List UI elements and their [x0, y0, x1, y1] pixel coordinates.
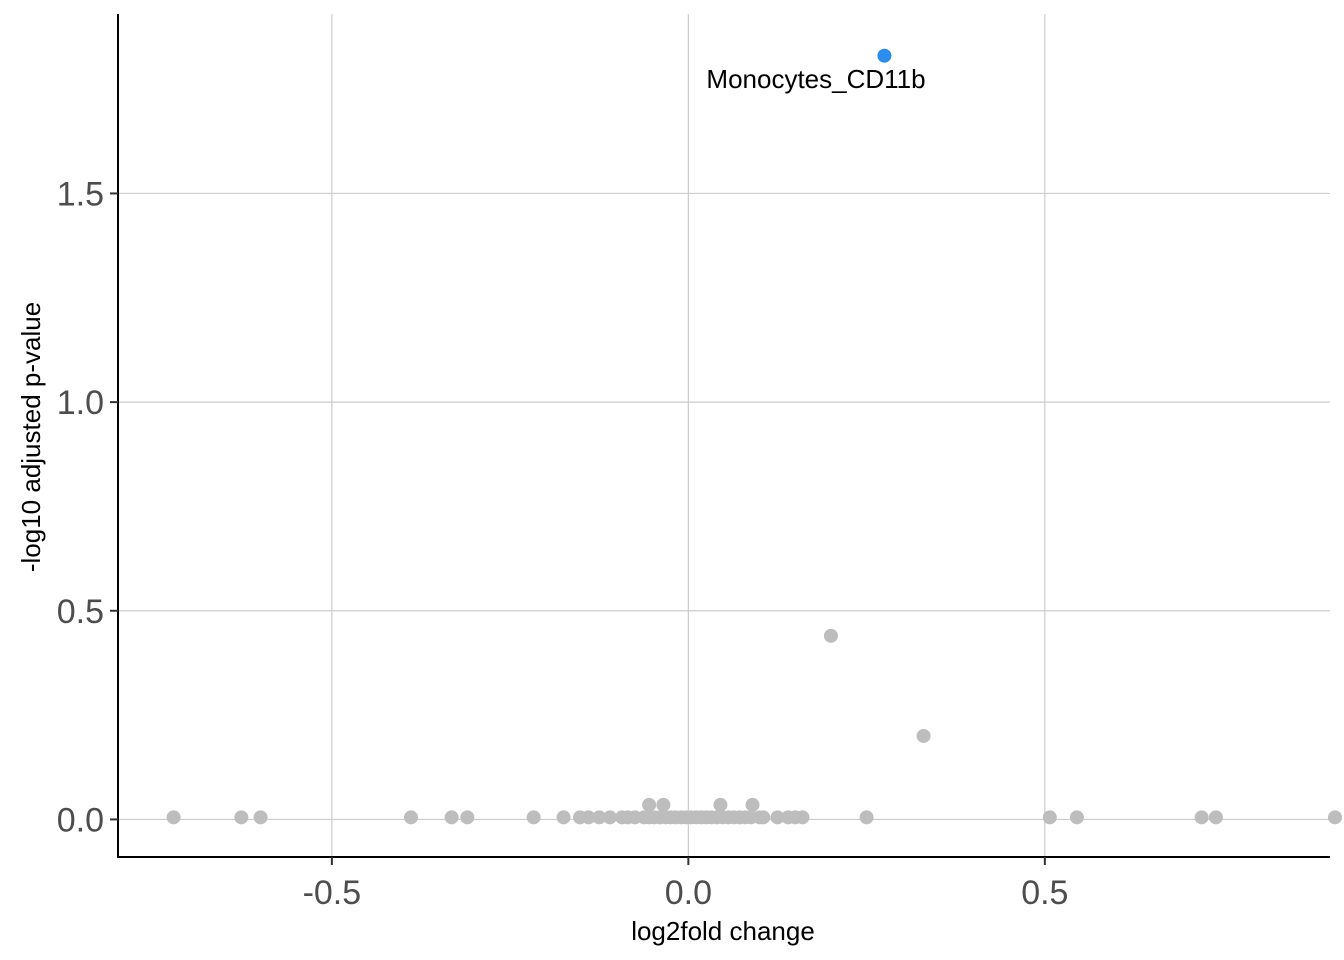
- data-point: [460, 810, 475, 825]
- data-point: [656, 797, 671, 812]
- data-point: [581, 810, 596, 825]
- x-tick-label: 0.0: [665, 874, 712, 912]
- data-point: [713, 797, 728, 812]
- data-point: [444, 810, 459, 825]
- data-point: [1194, 810, 1209, 825]
- data-point: [745, 797, 760, 812]
- data-point: [642, 797, 657, 812]
- data-point: [404, 810, 419, 825]
- data-points: [166, 48, 1342, 825]
- data-point: [756, 810, 771, 825]
- data-point: [770, 810, 785, 825]
- data-point: [602, 810, 617, 825]
- data-point: [795, 810, 810, 825]
- data-point: [592, 810, 607, 825]
- y-tick-label: 1.5: [57, 175, 104, 213]
- y-tick-label: 0.5: [57, 593, 104, 631]
- y-axis-title: -log10 adjusted p-value: [16, 302, 46, 572]
- data-point: [1208, 810, 1223, 825]
- data-point: [166, 810, 181, 825]
- data-point: [253, 810, 268, 825]
- data-point: [859, 810, 874, 825]
- axes: [117, 14, 1330, 858]
- highlight-point-label: Monocytes_CD11b: [706, 64, 925, 94]
- x-axis-title: log2fold change: [631, 916, 815, 946]
- y-tick-label: 0.0: [57, 801, 104, 839]
- data-point: [234, 810, 249, 825]
- gridlines: [118, 14, 1330, 857]
- data-point: [1069, 810, 1084, 825]
- data-point: [823, 628, 838, 643]
- tick-labels: -0.5 0.0 0.5 0.0 0.5 1.0 1.5: [57, 175, 1069, 912]
- data-point: [1042, 810, 1057, 825]
- data-point: [1327, 810, 1342, 825]
- x-tick-label: 0.5: [1021, 874, 1068, 912]
- highlight-data-point: [877, 48, 892, 63]
- data-point: [916, 728, 931, 743]
- y-tick-label: 1.0: [57, 384, 104, 422]
- data-point: [526, 810, 541, 825]
- x-tick-label: -0.5: [303, 874, 362, 912]
- data-point: [556, 810, 571, 825]
